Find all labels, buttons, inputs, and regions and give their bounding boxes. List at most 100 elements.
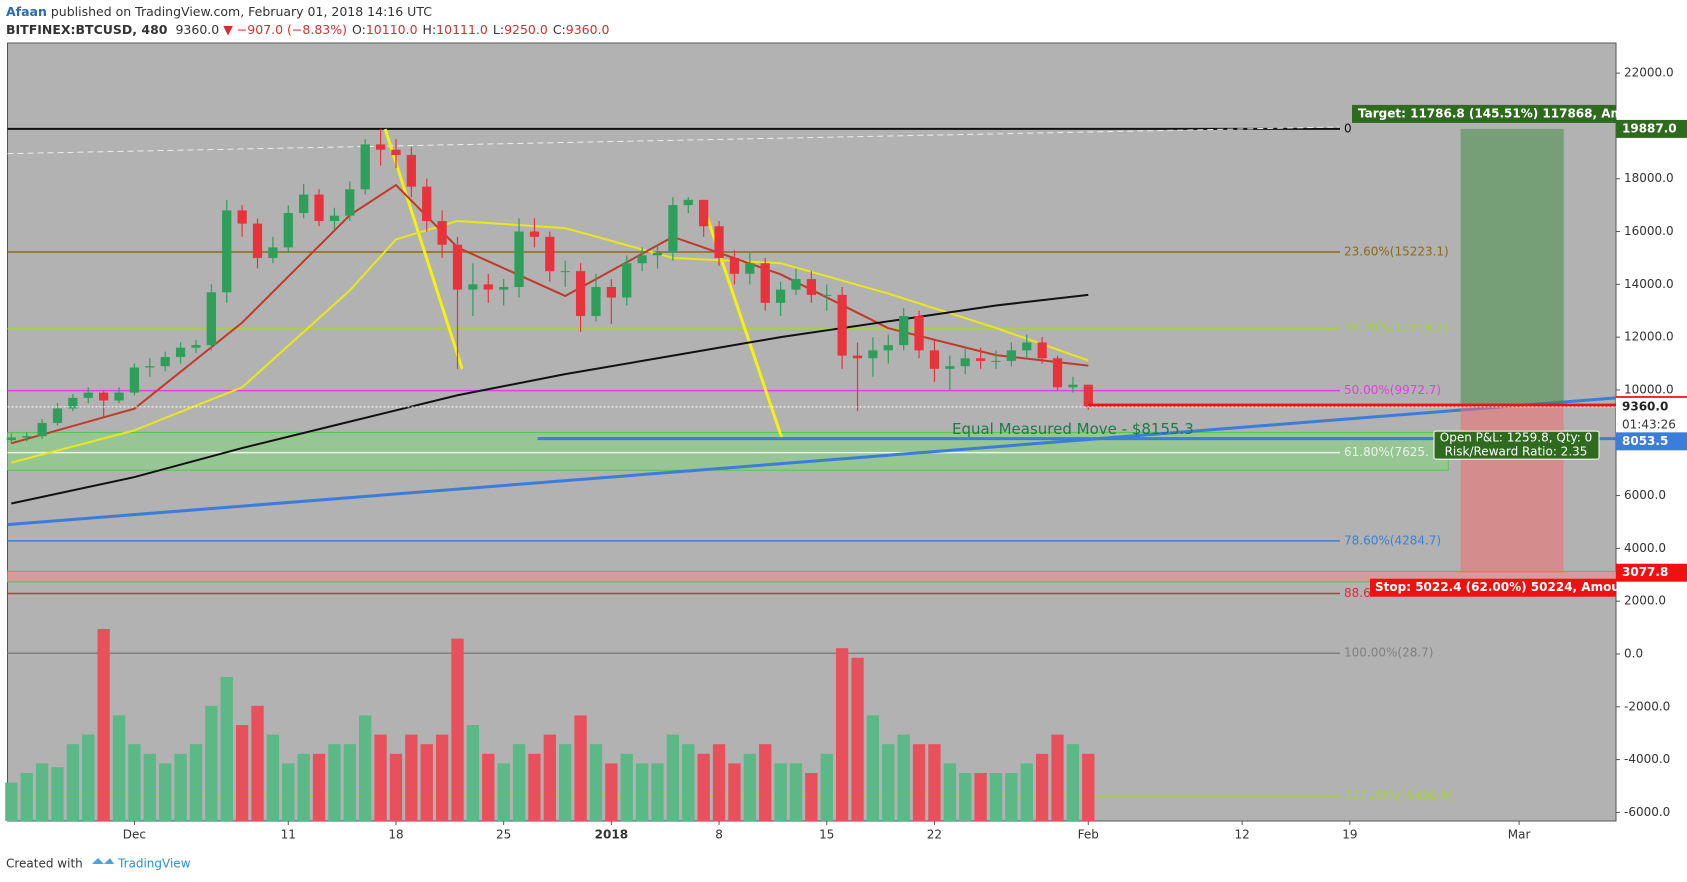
volume-bar [328,744,341,821]
candle-body [314,194,324,221]
candle-body [529,231,540,237]
x-tick-label: Feb [1078,828,1099,842]
x-tick-label: 11 [281,828,296,842]
stop-label-bg [1370,578,1616,597]
candle-body [745,263,755,274]
volume-bar [389,753,403,821]
volume-bar [605,763,618,821]
candle-body [1006,350,1016,361]
volume-bar [912,744,926,821]
candle-body [806,279,816,295]
candle-body [791,279,801,290]
price-tag-label: 19887.0 [1622,121,1677,135]
volume-bar [189,744,203,821]
fib-label: 0 [1344,121,1352,135]
candle-body [714,226,724,258]
x-tick-label: Dec [123,828,146,842]
x-tick-label: 2018 [595,828,628,842]
candle-body [206,292,216,346]
candle-body [360,144,370,190]
candle-body [652,252,663,256]
last: 9360.0 [175,22,219,37]
countdown: 01:43:26 [1622,417,1676,431]
candle-body [514,231,524,287]
volume-bar [266,734,280,821]
fib-label: 61.80%(7625. [1344,445,1429,459]
fib-label: 100.00%(28.7) [1344,646,1433,660]
fib-label: 38.20%(12319.4) [1344,321,1449,335]
candle-body [329,215,340,221]
volume-bar [20,773,33,821]
price-tag [1616,432,1687,451]
moving-average [11,219,1089,464]
change: ▼ −907.0 (−8.83%) [223,22,347,37]
volume-bar [451,638,464,821]
volume-bar [866,715,880,821]
candle-body [699,199,709,227]
volume-bar [1035,753,1049,821]
volume-bar [528,753,541,821]
candle-body [283,213,293,248]
candle-body [160,356,170,367]
candle-body [222,210,232,293]
volume-bar [205,705,218,821]
volume-bar [974,773,987,821]
candle-body [960,358,970,367]
author: Afaan [6,4,47,19]
ohlc-value: 9360.0 [566,22,610,37]
volume-bar [312,753,326,821]
pnl-label: Open P&L: 1259.8, Qty: 0 [1440,431,1593,445]
candle-body [252,223,263,258]
candle-body [1068,384,1078,388]
symbol: BITFINEX:BTCUSD, 480 [6,22,168,37]
volume-bar [174,753,187,821]
candle-body [1083,384,1093,407]
candle-body [729,257,740,274]
y-tick-label: 14000.0 [1624,277,1674,291]
x-tick-label: 15 [819,828,834,842]
y-tick-label: 18000.0 [1624,171,1674,185]
candle-body [575,271,586,317]
price-tag-label: 8053.5 [1622,434,1668,448]
y-tick-label: 6000.0 [1624,488,1666,502]
volume-bar [143,753,156,821]
fib-label: 23.60%(15223.1) [1344,245,1449,259]
volume-bar [1066,744,1080,821]
candle-body [375,144,386,150]
target-zone [1460,128,1564,406]
volume-bar [943,763,956,821]
y-tick-label: 16000.0 [1624,224,1674,238]
candle-body [991,360,1001,362]
volume-bar [712,744,726,821]
volume-bar [405,734,418,821]
brand-icon [92,858,114,864]
fib-label: 127.20%(-5380.9) [1344,789,1453,803]
candle-body [191,345,201,348]
volume-bar [743,753,756,821]
volume-bar [759,744,772,821]
volume-bar [1005,773,1018,821]
volume-bar [66,744,80,821]
fib-label: 50.00%(9972.7) [1344,383,1441,397]
x-tick-label: 12 [1235,828,1250,842]
candle-body [945,366,955,369]
candle-body [822,294,832,296]
candle-body [468,284,478,290]
candle-body [145,366,155,368]
volume-bar [1082,753,1095,821]
candle-body [391,149,401,155]
candle-body [129,367,140,393]
candle-body [52,408,63,423]
volume-bar [297,753,310,821]
volume-bar [282,763,295,821]
volume-bar [835,648,849,821]
candle-body [760,263,770,303]
volume-bar [235,725,249,821]
volume-bar [5,782,18,821]
candle-body [299,194,309,214]
volume-bar [512,744,526,821]
volume-bar [897,734,910,821]
volume-bar [697,753,710,821]
candle-body [406,154,416,187]
